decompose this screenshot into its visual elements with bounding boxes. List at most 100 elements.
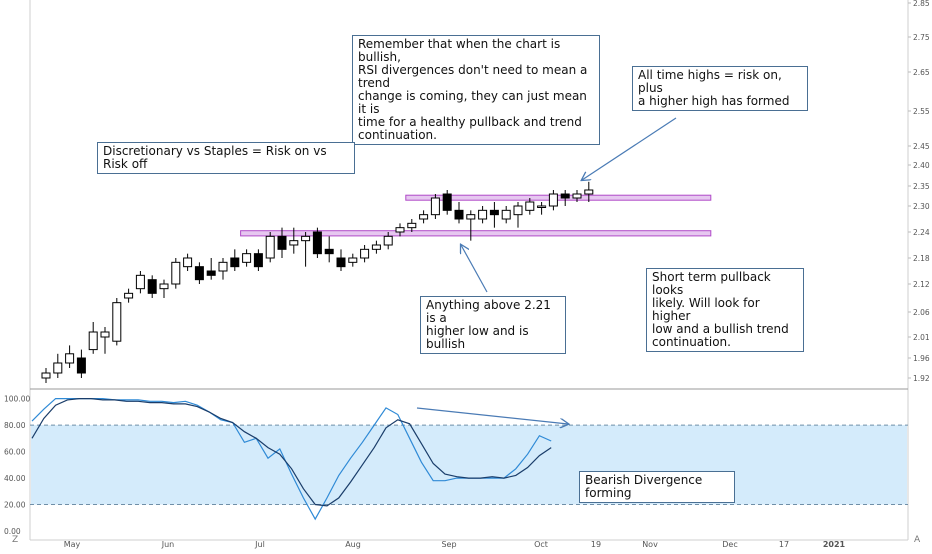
candle-body [324, 248, 334, 255]
candle [112, 298, 122, 346]
candle [301, 232, 311, 267]
candle [513, 202, 523, 228]
candle [230, 249, 240, 271]
price-tick-label: 2.06 [913, 308, 930, 317]
candles [41, 181, 594, 383]
resistance-zone [405, 194, 712, 201]
candle-body [65, 353, 75, 364]
time-tick-label: May [64, 540, 81, 549]
candle [560, 190, 570, 206]
arrow-to-high [582, 117, 677, 180]
candle-body [135, 274, 145, 290]
candle-body [407, 222, 417, 229]
time-tick-label: 17 [779, 540, 789, 549]
price-tick-label: 2.75 [913, 33, 930, 42]
price-tick-label: 2.65 [913, 68, 930, 77]
candle-body [194, 266, 204, 281]
rsi-tick-label: 20.00 [4, 501, 26, 510]
candle-body [430, 197, 440, 216]
candle-body [466, 214, 476, 220]
candle-body [501, 209, 511, 220]
time-tick-label: Sep [441, 540, 456, 549]
candle-body [277, 235, 287, 250]
candle-body [584, 189, 594, 195]
candle [100, 327, 110, 354]
candle-body [419, 214, 429, 220]
candle [324, 236, 334, 263]
candle [88, 322, 98, 354]
candle [242, 249, 252, 267]
candle [124, 288, 134, 303]
candle-body [348, 257, 358, 263]
candle-body [41, 372, 51, 379]
corner-label-left: Z [12, 535, 19, 545]
candle-body [489, 209, 499, 216]
candle [194, 262, 204, 284]
price-tick-label: 1.96 [913, 354, 930, 363]
candle [572, 190, 582, 202]
arrow-rsi-divergence [416, 407, 568, 424]
candle [466, 210, 476, 241]
candle [525, 198, 535, 215]
time-tick-label: Oct [534, 540, 548, 549]
candle [253, 249, 263, 271]
candle-body [572, 193, 582, 199]
candle [489, 202, 499, 228]
candle-body [301, 235, 311, 242]
candle [76, 349, 86, 378]
time-tick-label: 19 [591, 540, 601, 549]
candle [53, 353, 63, 378]
time-tick-label: Nov [642, 540, 658, 549]
bearish-divergence-note: Bearish Divergence forming [579, 471, 735, 503]
candle [218, 258, 228, 280]
candle [419, 210, 429, 224]
candle [147, 275, 157, 298]
candle-body [171, 261, 181, 285]
time-tick-label: Jun [161, 540, 175, 549]
candle-body [265, 235, 275, 259]
candle-body [183, 257, 193, 268]
candle [478, 206, 488, 224]
support-zone [240, 230, 712, 237]
rsi-panel [30, 398, 908, 521]
candle-body [371, 244, 381, 250]
candle-body [159, 283, 169, 290]
candle-body [147, 279, 157, 294]
candle-body [454, 209, 464, 220]
candle [442, 190, 452, 215]
price-tick-label: 2.01 [913, 333, 930, 342]
candle [183, 253, 193, 271]
candle [135, 271, 145, 294]
candle-body [395, 227, 405, 233]
candle-body [124, 292, 134, 299]
candle-body [112, 302, 122, 342]
rsi-tick-label: 0.00 [4, 527, 21, 536]
candle-body [383, 235, 393, 246]
rsi-line-2 [31, 398, 552, 507]
chart-frame [29, 0, 909, 541]
candle [65, 345, 75, 368]
price-tick-label: 2.35 [913, 182, 930, 191]
candle [312, 227, 322, 258]
time-tick-label: Aug [345, 540, 361, 549]
ratio-title-note: Discretionary vs Staples = Risk on vs Ri… [97, 142, 355, 174]
annotation-arrows [416, 117, 677, 424]
candle [159, 279, 169, 298]
candle-body [218, 261, 228, 272]
candle [206, 258, 216, 280]
time-tick-label: Jul [254, 540, 265, 549]
candle [289, 227, 299, 254]
higher-low-note: Anything above 2.21 is a higher low and … [420, 296, 566, 354]
candle-body [560, 193, 570, 199]
candle [395, 223, 405, 237]
candle-body [253, 253, 263, 268]
rsi-band [31, 425, 907, 505]
rsi-tick-label: 100.00 [4, 395, 30, 404]
price-tick-label: 2.55 [913, 107, 930, 116]
price-zones [240, 194, 712, 237]
rsi-tick-label: 60.00 [4, 448, 26, 457]
candle-body [206, 270, 216, 276]
candle [360, 245, 370, 263]
